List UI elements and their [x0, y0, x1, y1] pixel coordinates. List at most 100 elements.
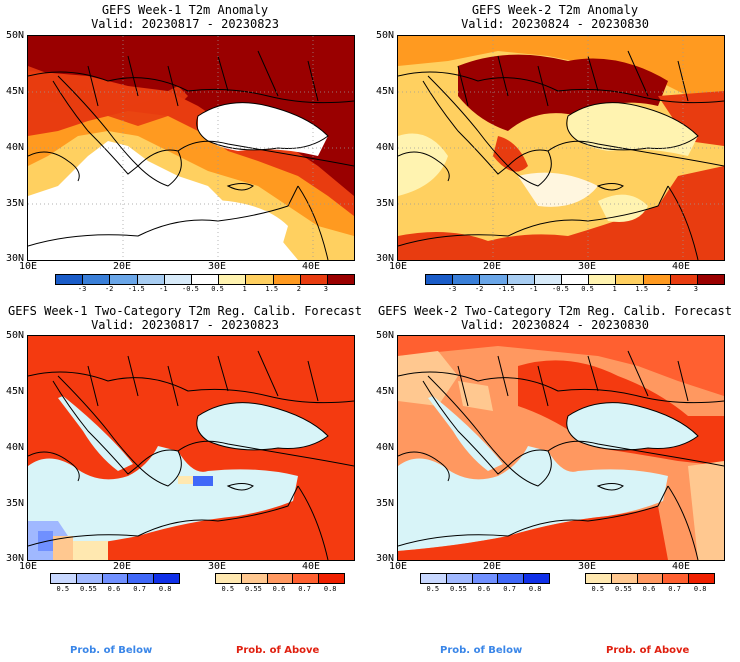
- colorbar-label: -1.5: [497, 285, 515, 293]
- lon-label-30e: 30E: [577, 561, 597, 572]
- colorbar-label: 0.55: [449, 585, 467, 593]
- lat-label-40n: 40N: [5, 142, 24, 153]
- lon-label-40e: 40E: [301, 561, 321, 572]
- colorbar-label: 0.5: [56, 585, 70, 593]
- colorbar-swatch: [480, 275, 508, 284]
- lon-label-20e: 20E: [482, 261, 502, 272]
- colorbar-swatch: [219, 275, 247, 284]
- colorbar-swatch: [697, 275, 725, 284]
- below-colorbar: [50, 573, 180, 584]
- colorbar-label: 0.6: [642, 585, 656, 593]
- below-colorbar: [420, 573, 550, 584]
- map-graphic: [28, 336, 354, 560]
- colorbar-label: 0.5: [426, 585, 440, 593]
- colorbar-swatch: [51, 574, 77, 583]
- anomaly-map-week2: [397, 35, 725, 261]
- colorbar-swatch: [83, 275, 111, 284]
- colorbar-label: 2: [296, 285, 301, 293]
- colorbar-label: -0.5: [552, 285, 569, 293]
- panel-week2-probability: GEFS Week-2 Two-Category T2m Reg. Calib.…: [370, 300, 740, 600]
- lat-label-30n: 30N: [5, 553, 24, 564]
- colorbar-label: 0.8: [693, 585, 707, 593]
- panel-week2-anomaly: GEFS Week-2 T2m Anomaly Valid: 20230824 …: [370, 0, 740, 300]
- lon-label-10e: 10E: [388, 561, 408, 572]
- colorbar-label: 0.7: [298, 585, 311, 593]
- colorbar-swatch: [110, 275, 138, 284]
- lon-label-20e: 20E: [482, 561, 502, 572]
- colorbar-label: 0.5: [591, 585, 605, 593]
- panel-title: GEFS Week-2 T2m Anomaly: [471, 3, 639, 17]
- colorbar-swatch: [426, 275, 454, 284]
- colorbar-swatch: [76, 574, 103, 583]
- colorbar-label: 2: [666, 285, 671, 293]
- colorbar-swatch: [670, 275, 698, 284]
- lon-label-20e: 20E: [112, 261, 132, 272]
- lon-label-10e: 10E: [388, 261, 408, 272]
- colorbar-label: -3: [77, 285, 87, 293]
- colorbar-swatch: [637, 574, 664, 583]
- lat-label-45n: 45N: [5, 386, 24, 397]
- colorbar-swatch: [611, 574, 638, 583]
- panel-title: GEFS Week-1 Two-Category T2m Reg. Calib.…: [7, 304, 362, 318]
- panel-valid-dates: Valid: 20230824 - 20230830: [461, 17, 649, 31]
- panel-week1-anomaly: GEFS Week-1 T2m Anomaly Valid: 20230817 …: [0, 0, 370, 300]
- lon-label-30e: 30E: [207, 261, 227, 272]
- colorbar-label: 0.7: [668, 585, 681, 593]
- prob-above-label: Prob. of Above: [236, 645, 320, 656]
- colorbar-label: 0.7: [503, 585, 516, 593]
- colorbar-swatch: [446, 574, 473, 583]
- colorbar-swatch: [327, 275, 355, 284]
- map-graphic: [28, 36, 354, 260]
- colorbar-swatch: [421, 574, 447, 583]
- colorbar-label: 1: [612, 285, 617, 293]
- lat-label-35n: 35N: [375, 198, 394, 209]
- colorbar-swatch: [154, 574, 179, 583]
- lat-label-50n: 50N: [375, 330, 394, 341]
- prob-below-label: Prob. of Below: [70, 645, 153, 656]
- colorbar-label: -2: [104, 285, 114, 293]
- colorbar-swatch: [498, 574, 525, 583]
- lat-label-30n: 30N: [5, 253, 24, 264]
- lat-label-35n: 35N: [5, 498, 24, 509]
- colorbar-label: -3: [447, 285, 457, 293]
- colorbar-swatch: [267, 574, 294, 583]
- lat-label-50n: 50N: [5, 30, 24, 41]
- colorbar-label: 0.7: [133, 585, 146, 593]
- lat-label-45n: 45N: [375, 386, 394, 397]
- colorbar-label: 0.55: [614, 585, 632, 593]
- lat-label-50n: 50N: [5, 330, 24, 341]
- anomaly-colorbar: [425, 274, 725, 285]
- panel-valid-dates: Valid: 20230817 - 20230823: [91, 17, 279, 31]
- panel-valid-dates: Valid: 20230817 - 20230823: [91, 318, 279, 332]
- colorbar-label: 0.6: [477, 585, 491, 593]
- colorbar-label: 0.8: [528, 585, 542, 593]
- lat-label-45n: 45N: [375, 86, 394, 97]
- lat-label-40n: 40N: [5, 442, 24, 453]
- colorbar-swatch: [561, 275, 590, 284]
- prob-below-label: Prob. of Below: [440, 645, 523, 656]
- lat-label-35n: 35N: [375, 498, 394, 509]
- colorbar-swatch: [300, 275, 328, 284]
- above-colorbar: [585, 573, 715, 584]
- colorbar-swatch: [689, 574, 714, 583]
- anomaly-colorbar: [55, 274, 355, 285]
- panel-title: GEFS Week-1 T2m Anomaly: [101, 3, 269, 17]
- map-graphic: [398, 336, 724, 560]
- colorbar-swatch: [507, 275, 535, 284]
- colorbar-swatch: [586, 574, 612, 583]
- map-graphic: [398, 36, 724, 260]
- colorbar-label: -1: [159, 285, 168, 293]
- colorbar-label: 1.5: [265, 285, 279, 293]
- lon-label-10e: 10E: [18, 561, 38, 572]
- colorbar-label: -1.5: [127, 285, 145, 293]
- colorbar-swatch: [128, 574, 155, 583]
- lon-label-40e: 40E: [671, 561, 691, 572]
- colorbar-label: 0.6: [107, 585, 121, 593]
- prob-above-label: Prob. of Above: [606, 645, 690, 656]
- colorbar-swatch: [56, 275, 84, 284]
- lon-label-30e: 30E: [577, 261, 597, 272]
- colorbar-label: 0.8: [323, 585, 337, 593]
- lon-label-40e: 40E: [301, 261, 321, 272]
- colorbar-swatch: [293, 574, 320, 583]
- lat-label-50n: 50N: [375, 30, 394, 41]
